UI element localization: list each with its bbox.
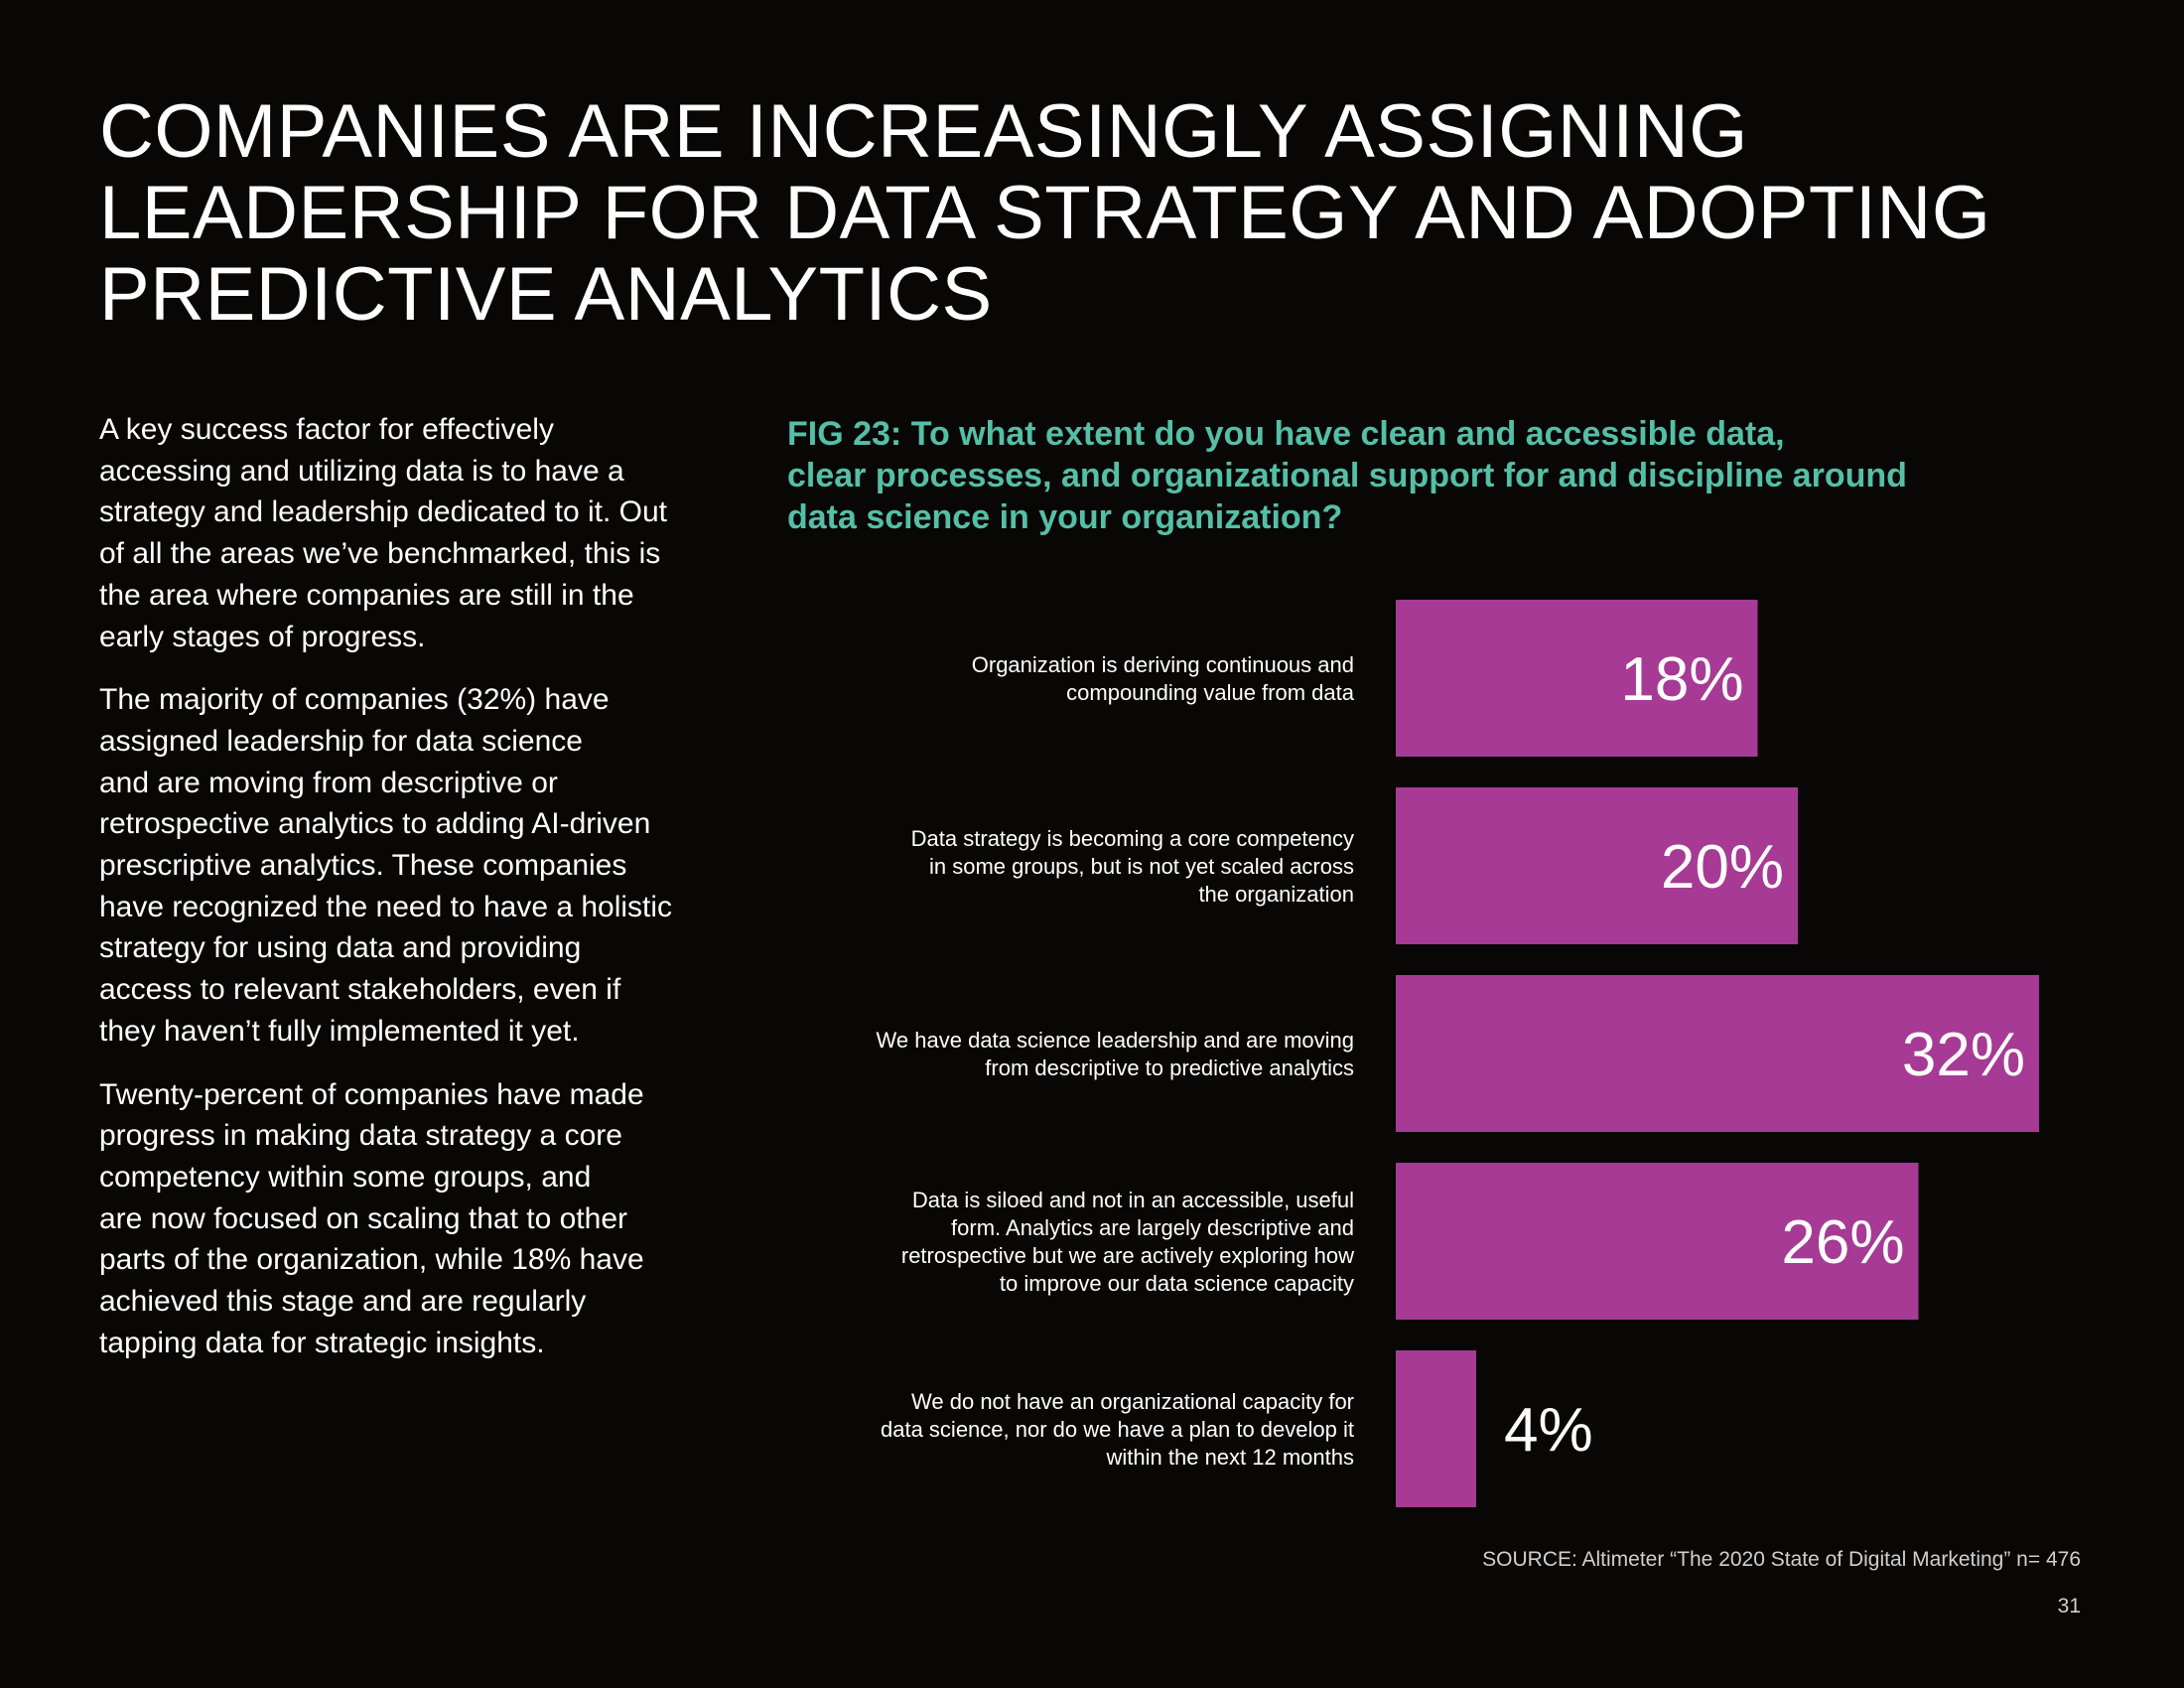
body-line: early stages of progress. — [99, 620, 426, 653]
bar-value-label: 18% — [1620, 645, 1743, 714]
body-line: progress in making data strategy a core — [99, 1119, 622, 1153]
body-line: tapping data for strategic insights. — [99, 1326, 545, 1359]
category-label-line: retrospective but we are actively explor… — [901, 1243, 1354, 1268]
body-paragraph: A key success factor for effectively acc… — [99, 409, 735, 657]
body-line: access to relevant stakeholders, even if — [99, 973, 621, 1007]
figure-title-line: clear processes, and organizational supp… — [787, 457, 1907, 494]
body-line: achieved this stage and are regularly — [99, 1285, 587, 1319]
body-text: A key success factor for effectively acc… — [99, 409, 735, 1385]
body-paragraph: Twenty-percent of companies have made pr… — [99, 1074, 735, 1364]
bar — [1396, 1163, 1919, 1320]
category-label-line: to improve our data science capacity — [1000, 1271, 1354, 1296]
page-number: 31 — [2057, 1595, 2081, 1618]
category-label: Data is siloed and not in an accessible,… — [901, 1188, 1354, 1296]
body-line: retrospective analytics to adding AI-dri… — [99, 807, 651, 841]
figure-title: FIG 23: To what extent do you have clean… — [787, 413, 2157, 538]
headline-line: COMPANIES ARE INCREASINGLY ASSIGNING — [99, 89, 1748, 174]
category-label: We do not have an organizational capacit… — [881, 1389, 1354, 1470]
bar — [1396, 787, 1798, 944]
bar — [1396, 600, 1758, 757]
category-label-line: in some groups, but is not yet scaled ac… — [929, 854, 1354, 879]
body-line: strategy for using data and providing — [99, 931, 582, 965]
category-label-line: Data is siloed and not in an accessible,… — [912, 1188, 1354, 1212]
category-label: We have data science leadership and are … — [877, 1028, 1354, 1080]
bar-value-label: 4% — [1504, 1396, 1593, 1465]
category-label-line: data science, nor do we have a plan to d… — [881, 1417, 1354, 1442]
category-label-line: We do not have an organizational capacit… — [911, 1389, 1354, 1414]
body-paragraph: The majority of companies (32%) have ass… — [99, 679, 735, 1052]
body-line: parts of the organization, while 18% hav… — [99, 1243, 644, 1277]
category-label-line: Organization is deriving continuous and — [972, 652, 1354, 677]
page-headline: COMPANIES ARE INCREASINGLY ASSIGNING LEA… — [99, 91, 2144, 336]
category-label: Organization is deriving continuous and c… — [972, 652, 1355, 705]
headline-line: LEADERSHIP FOR DATA STRATEGY AND ADOPTIN… — [99, 171, 1991, 255]
category-label-line: compounding value from data — [1066, 680, 1355, 705]
body-line: are now focused on scaling that to other — [99, 1201, 628, 1235]
category-label-line: form. Analytics are largely descriptive … — [951, 1215, 1354, 1240]
headline-line: PREDICTIVE ANALYTICS — [99, 252, 993, 337]
category-label-line: We have data science leadership and are … — [877, 1028, 1354, 1053]
body-line: A key success factor for effectively — [99, 413, 554, 446]
bar-value-label: 32% — [1902, 1021, 2025, 1089]
body-line: the area where companies are still in th… — [99, 578, 634, 612]
figure-title-line: FIG 23: To what extent do you have clean… — [787, 415, 1785, 453]
source-note: SOURCE: Altimeter “The 2020 State of Dig… — [1482, 1548, 2081, 1571]
body-line: prescriptive analytics. These companies — [99, 849, 627, 883]
body-line: The majority of companies (32%) have — [99, 683, 610, 717]
body-line: and are moving from descriptive or — [99, 766, 558, 799]
body-line: competency within some groups, and — [99, 1160, 592, 1194]
body-line: strategy and leadership dedicated to it.… — [99, 495, 668, 529]
category-label: Data strategy is becoming a core compete… — [911, 826, 1354, 907]
category-label-line: from descriptive to predictive analytics — [985, 1055, 1354, 1080]
bar-value-label: 26% — [1781, 1208, 1904, 1277]
body-line: of all the areas we’ve benchmarked, this… — [99, 537, 661, 571]
bar — [1396, 1350, 1476, 1507]
category-label-line: Data strategy is becoming a core compete… — [911, 826, 1354, 851]
bar — [1396, 975, 2039, 1132]
body-line: have recognized the need to have a holis… — [99, 890, 673, 923]
figure-title-line: data science in your organization? — [787, 498, 1343, 536]
body-line: assigned leadership for data science — [99, 724, 583, 758]
body-line: accessing and utilizing data is to have … — [99, 454, 624, 488]
bar-value-label: 20% — [1661, 833, 1784, 902]
body-line: they haven’t fully implemented it yet. — [99, 1014, 580, 1048]
category-label-line: within the next 12 months — [1106, 1445, 1354, 1470]
category-label-line: the organization — [1198, 882, 1354, 907]
body-line: Twenty-percent of companies have made — [99, 1077, 644, 1111]
